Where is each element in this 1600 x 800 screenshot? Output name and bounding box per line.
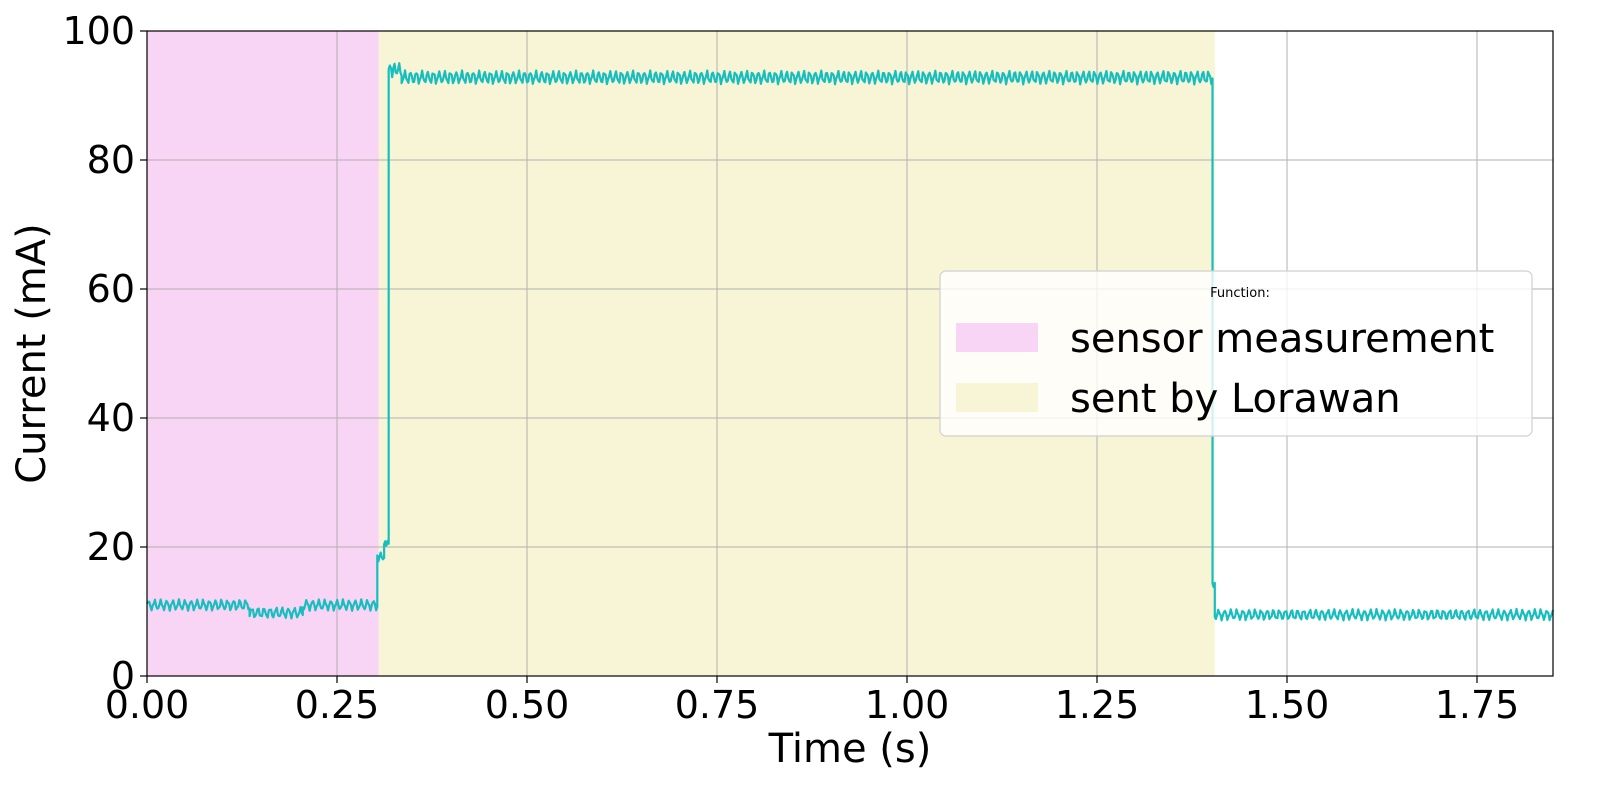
legend-label: sensor measurement <box>1070 316 1494 362</box>
x-tick-label: 1.00 <box>865 683 950 727</box>
shaded-region-0 <box>147 31 379 676</box>
y-tick-label: 20 <box>87 525 135 569</box>
legend-swatch <box>956 323 1038 352</box>
y-tick-label: 80 <box>87 138 135 182</box>
legend-label: sent by Lorawan <box>1070 376 1401 422</box>
y-axis-label: Current (mA) <box>9 223 55 484</box>
legend: Function: sensor measurement sent by Lora… <box>939 270 1533 437</box>
plot-frame <box>146 30 1554 677</box>
y-tick-label: 0 <box>111 654 135 698</box>
series-group <box>146 62 1555 622</box>
x-tick-label: 1.25 <box>1055 683 1140 727</box>
y-tick-label: 60 <box>87 267 135 311</box>
y-tick-label: 40 <box>87 396 135 440</box>
x-tick-label: 0.25 <box>295 683 380 727</box>
legend-entries: sensor measurement sent by Lorawan <box>956 316 1494 422</box>
legend-box <box>939 270 1533 437</box>
y-axis-ticks: 0 20 40 60 80 100 <box>62 9 147 698</box>
x-axis-label: Time (s) <box>768 726 932 772</box>
series-line-0 <box>146 62 1555 622</box>
x-tick-label: 1.75 <box>1435 683 1520 727</box>
y-tick-label: 100 <box>62 9 135 53</box>
x-tick-label: 0.75 <box>675 683 760 727</box>
legend-title: Function: <box>1210 286 1270 301</box>
legend-swatch <box>956 383 1038 412</box>
x-tick-label: 0.50 <box>485 683 570 727</box>
x-tick-label: 0.00 <box>105 683 190 727</box>
x-axis-ticks: 0.00 0.25 0.50 0.75 1.00 1.25 1.50 1.75 <box>105 676 1520 727</box>
x-tick-label: 1.50 <box>1245 683 1330 727</box>
